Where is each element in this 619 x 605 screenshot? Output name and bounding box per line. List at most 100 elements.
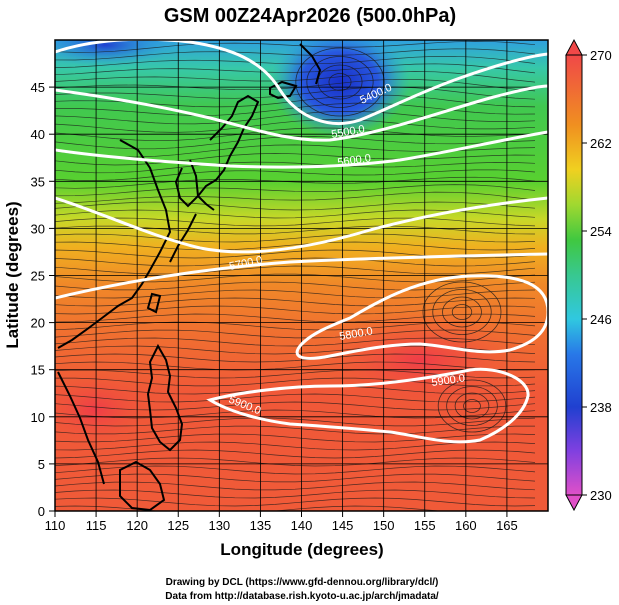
credit-data: Data from http://database.rish.kyoto-u.a… <box>165 591 439 602</box>
coast-hokkaido <box>269 80 298 100</box>
y-axis-label: Latitude (degrees) <box>3 201 22 348</box>
chart-title: GSM 00Z24Apr2026 (500.0hPa) <box>164 5 456 27</box>
streamline <box>55 401 536 411</box>
y-tick-label: 30 <box>31 221 45 236</box>
vortex-ring <box>295 47 385 117</box>
streamline <box>55 313 536 323</box>
vortex-ring <box>437 379 507 433</box>
streamline <box>55 305 536 315</box>
streamline <box>55 110 536 125</box>
streamline <box>55 281 536 291</box>
coast-borneo <box>119 460 166 511</box>
x-tick-label: 165 <box>496 518 518 533</box>
streamline <box>55 417 536 427</box>
x-tick-label: 160 <box>455 518 477 533</box>
colorbar-ticks: 230 238 246 254 262 270 <box>582 48 612 503</box>
x-tick-label: 150 <box>373 518 395 533</box>
streamline <box>55 433 536 443</box>
coast-kamchatka <box>299 43 322 85</box>
x-tick-label: 125 <box>167 518 189 533</box>
coast-korea <box>174 159 200 208</box>
coast-japan <box>196 94 260 211</box>
y-tick-label: 40 <box>31 127 45 142</box>
streamline <box>55 63 536 76</box>
x-tick-label: 155 <box>414 518 436 533</box>
x-tick-label: 130 <box>208 518 230 533</box>
streamline <box>55 233 536 243</box>
coastlines <box>57 43 322 511</box>
contour-5500 <box>55 84 548 142</box>
contour-5600 <box>55 130 548 169</box>
contour-5700 <box>55 196 548 254</box>
streamline <box>55 329 536 339</box>
streamline <box>55 153 536 166</box>
streamline <box>55 225 536 235</box>
warm-pool-west <box>55 370 155 450</box>
streamline <box>55 441 536 451</box>
colorbar-tick-label: 238 <box>590 400 612 415</box>
coast-ryukyu <box>169 213 197 263</box>
coast-indochina <box>57 371 105 485</box>
vortex-ring <box>442 296 482 328</box>
x-axis: 110 115 120 125 130 135 140 145 150 155 160 165 <box>45 511 518 533</box>
streamline <box>55 337 536 347</box>
contour-5400 <box>55 40 548 125</box>
x-tick-label: 115 <box>86 518 107 533</box>
streamline <box>55 48 536 61</box>
vortex-ring <box>422 281 502 343</box>
x-tick-label: 135 <box>250 518 272 533</box>
streamline <box>55 465 536 475</box>
streamline <box>55 241 536 251</box>
y-tick-label: 25 <box>31 269 45 284</box>
credit-drawing: Drawing by DCL (https://www.gfd-dennou.o… <box>166 577 439 588</box>
cold-low-center <box>270 40 410 137</box>
vortex-ring <box>446 386 498 426</box>
colorbar-tick-label: 254 <box>590 224 612 239</box>
streamline <box>55 119 536 133</box>
streamline <box>55 489 536 499</box>
streamline <box>55 393 536 403</box>
y-tick-label: 0 <box>38 504 45 519</box>
coast-china <box>57 139 172 349</box>
streamline <box>55 161 536 174</box>
vortex-ring <box>454 392 490 420</box>
streamline <box>55 265 536 275</box>
y-tick-label: 10 <box>31 410 45 425</box>
y-tick-label: 35 <box>31 174 45 189</box>
colorbar-tick-label: 262 <box>590 136 612 151</box>
streamline <box>55 473 536 483</box>
colorbar-bottom-arrow <box>565 494 583 512</box>
vortex-ring <box>317 64 363 100</box>
height-contours <box>55 40 548 444</box>
contour-label-5500: 5500.0 <box>330 123 365 141</box>
contour-label-5900-b: 5900.0 <box>431 372 466 389</box>
streamline <box>55 94 536 108</box>
y-tick-label: 15 <box>31 363 45 378</box>
y-tick-label: 45 <box>31 80 45 95</box>
colorbar-bar <box>565 54 583 496</box>
coast-taiwan <box>146 292 162 314</box>
x-axis-label: Longitude (degrees) <box>220 540 383 559</box>
colorbar-tick-label: 270 <box>590 48 612 63</box>
streamline <box>55 497 536 507</box>
y-tick-label: 5 <box>38 457 45 472</box>
streamline <box>55 481 536 491</box>
streamline <box>55 184 536 197</box>
vortex-ring <box>451 304 473 320</box>
streamline <box>55 217 536 227</box>
colorbar-top-arrow <box>565 38 583 56</box>
streamline <box>55 369 536 379</box>
streamline <box>55 425 535 435</box>
streamline <box>55 257 536 267</box>
streamline <box>55 71 536 83</box>
streamline <box>55 41 536 53</box>
x-tick-label: 140 <box>291 518 313 533</box>
contour-5800 <box>55 252 548 300</box>
streamline <box>55 55 536 68</box>
streamline <box>55 353 536 363</box>
colorbar: 230 238 246 254 262 270 <box>565 38 612 512</box>
coast-philippines <box>146 343 184 452</box>
streamline <box>55 169 536 181</box>
streamlines <box>55 41 536 511</box>
